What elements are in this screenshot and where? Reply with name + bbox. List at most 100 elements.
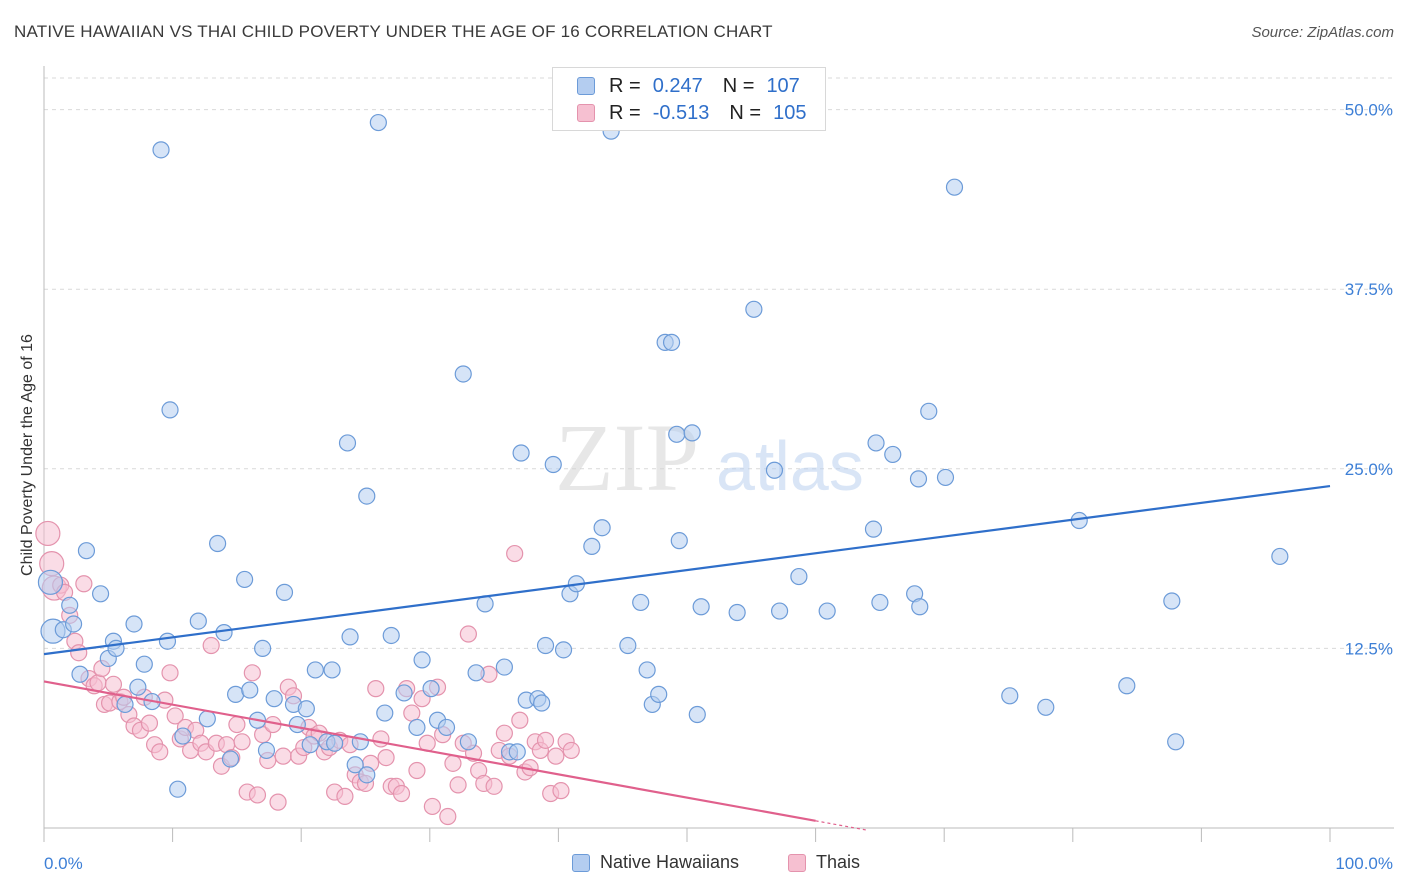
thais-point	[439, 807, 457, 826]
native-hawaiians-point	[369, 113, 387, 132]
native-hawaiians-point	[346, 756, 364, 774]
y-tick-label: 12.5%	[1345, 639, 1393, 658]
native-hawaiians-point	[37, 569, 64, 595]
x-tick-label: 100.0%	[1335, 854, 1393, 873]
native-hawaiians-point	[158, 632, 177, 650]
native-hawaiians-point	[382, 626, 400, 645]
native-hawaiians-point	[174, 727, 192, 745]
native-hawaiians-point	[583, 537, 601, 555]
thais-trend-line	[43, 680, 816, 822]
native-hawaiians-point	[909, 470, 928, 488]
thais-point	[166, 707, 184, 725]
native-hawaiians-point	[297, 700, 315, 718]
native-hawaiians-point	[376, 704, 394, 722]
thais-point	[243, 664, 261, 682]
thais-point	[104, 675, 123, 693]
native-hawaiians-point	[670, 532, 688, 550]
thais-point	[228, 715, 246, 734]
r-label: R =	[609, 74, 641, 97]
native-hawaiians-point	[395, 684, 413, 702]
legend-item-thais[interactable]: Thais	[788, 852, 860, 873]
native-hawaiians-point	[668, 425, 686, 443]
native-hawaiians-point	[116, 695, 134, 714]
native-hawaiians-point	[1118, 677, 1136, 695]
native-hawaiians-point	[338, 434, 357, 452]
watermark-atlas: atlas	[716, 427, 864, 505]
native-hawaiians-point	[770, 602, 789, 620]
thais-point	[511, 711, 529, 729]
thais-point	[161, 664, 179, 682]
native-hawaiians-point	[301, 736, 319, 754]
native-hawaiians-point	[593, 519, 611, 537]
blue-swatch-icon	[577, 77, 595, 95]
native-hawaiians-point	[728, 603, 746, 622]
native-hawaiians-point	[169, 780, 187, 798]
native-hawaiians-point	[351, 733, 369, 751]
native-hawaiians-point	[495, 658, 513, 676]
native-hawaiians-point	[619, 636, 637, 655]
trend-lines	[43, 484, 1331, 831]
native-hawaiians-point	[161, 401, 179, 419]
native-hawaiians-point	[61, 596, 79, 614]
native-hawaiians-point	[227, 685, 245, 703]
native-hawaiians-point	[884, 445, 902, 464]
native-hawaiians-point	[864, 520, 883, 538]
native-hawaiians-point	[536, 636, 555, 655]
stats-legend: R = 0.247 N = 107 R = -0.513 N = 105	[552, 67, 826, 131]
thais-point	[35, 520, 61, 547]
thais-point	[485, 777, 503, 795]
native-hawaiians-point	[818, 602, 836, 620]
native-hawaiians-point	[688, 705, 706, 724]
thais-point	[547, 747, 565, 765]
thais-point	[495, 724, 513, 742]
native-hawaiians-point	[454, 365, 472, 383]
native-hawaiians-point	[867, 434, 885, 452]
native-hawaiians-point	[323, 661, 341, 679]
native-hawaiians-point	[683, 424, 701, 442]
thais-point	[408, 761, 426, 780]
native-hawaiians-point	[107, 639, 125, 658]
thais-point	[151, 743, 169, 761]
blue-swatch-icon	[572, 853, 590, 872]
native-hawaiians-point	[209, 534, 227, 553]
native-hawaiians-point	[135, 655, 153, 673]
native-hawaiians-point	[129, 678, 147, 696]
chart-title: NATIVE HAWAIIAN VS THAI CHILD POVERTY UN…	[14, 22, 773, 41]
y-tick-label: 37.5%	[1345, 280, 1393, 299]
native-hawaiians-point	[125, 615, 143, 633]
native-hawaiians-point	[554, 641, 573, 659]
native-hawaiians-point	[911, 598, 929, 616]
native-hawaiians-point	[265, 690, 283, 708]
native-hawaiians-point	[1167, 733, 1185, 751]
native-hawaiians-point	[64, 615, 83, 633]
native-hawaiians-point	[306, 661, 324, 679]
native-hawaiians-trend-line	[43, 484, 1331, 656]
thais-point	[367, 680, 385, 698]
thais-point	[506, 544, 524, 563]
r-value: 0.247	[652, 74, 703, 97]
thais-point	[140, 714, 159, 732]
thais-point	[449, 776, 467, 794]
thais-point	[336, 787, 354, 805]
thais-point	[444, 754, 462, 772]
native-hawaiians-point	[413, 651, 431, 669]
native-hawaiians-point	[1001, 687, 1019, 705]
native-hawaiians-point	[920, 402, 938, 420]
native-hawaiians-point	[189, 612, 207, 630]
n-value: 105	[773, 101, 807, 124]
thais-point	[89, 674, 107, 692]
native-hawaiians-point	[221, 750, 240, 768]
native-hawaiians-point	[358, 766, 376, 784]
native-hawaiians-point	[437, 718, 456, 737]
native-hawaiians-point	[936, 468, 955, 487]
native-hawaiians-point	[745, 300, 763, 318]
legend-item-native-hawaiians[interactable]: Native Hawaiians	[572, 852, 739, 873]
native-hawaiians-point	[467, 664, 485, 682]
native-hawaiians-point	[512, 444, 530, 462]
axes	[43, 66, 1394, 842]
native-hawaiians-point	[77, 542, 96, 560]
native-hawaiians-point	[275, 583, 294, 601]
native-hawaiians-point	[1271, 547, 1289, 566]
grid-lines	[44, 77, 1394, 649]
